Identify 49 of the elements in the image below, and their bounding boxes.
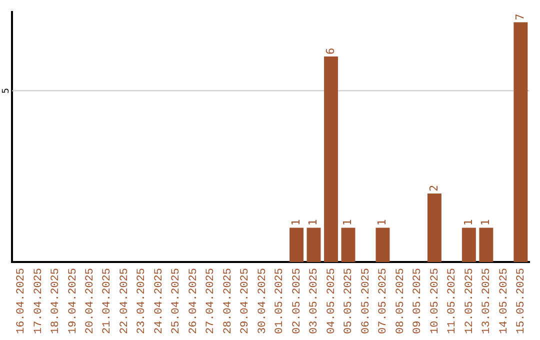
x-tick-label: 19.04.2025 xyxy=(67,268,80,334)
x-tick-label: 09.05.2025 xyxy=(412,268,424,334)
x-tick-label: 04.05.2025 xyxy=(326,268,338,334)
x-tick-label: 21.04.2025 xyxy=(102,268,114,334)
bar xyxy=(514,22,528,262)
x-tick-label: 10.05.2025 xyxy=(429,268,442,334)
x-tick-label: 01.05.2025 xyxy=(274,268,286,334)
x-tick-label: 30.04.2025 xyxy=(256,268,269,334)
x-tick-label: 15.05.2025 xyxy=(516,268,528,334)
bar xyxy=(479,228,494,262)
bar xyxy=(341,228,356,262)
data-label: 1 xyxy=(341,219,354,226)
x-tick-label: 07.05.2025 xyxy=(378,268,390,334)
x-tick-label: 05.05.2025 xyxy=(343,268,356,334)
bar xyxy=(427,194,442,262)
data-label: 1 xyxy=(289,219,302,226)
data-label: 1 xyxy=(306,219,320,226)
x-tick-label: 12.05.2025 xyxy=(464,268,476,334)
bar xyxy=(376,228,390,262)
data-label: 1 xyxy=(376,219,389,226)
x-tick-label: 29.04.2025 xyxy=(240,268,252,334)
bar xyxy=(324,56,338,262)
x-tick-label: 23.04.2025 xyxy=(136,268,148,334)
x-tick-label: 03.05.2025 xyxy=(308,268,321,334)
data-label: 1 xyxy=(462,219,475,226)
data-label: 6 xyxy=(324,48,337,55)
x-tick-label: 13.05.2025 xyxy=(481,268,494,334)
data-label: 7 xyxy=(514,14,527,20)
x-tick-label: 11.05.2025 xyxy=(446,268,459,334)
bar xyxy=(462,228,476,262)
x-tick-label: 28.04.2025 xyxy=(222,268,234,334)
data-label: 1 xyxy=(479,219,492,226)
ref-line-label: 5 xyxy=(1,88,12,94)
x-tick-label: 22.04.2025 xyxy=(118,268,131,334)
x-tick-label: 20.04.2025 xyxy=(84,268,96,334)
x-tick-label: 27.04.2025 xyxy=(205,268,218,334)
x-tick-label: 02.05.2025 xyxy=(291,268,304,334)
bar xyxy=(290,228,304,262)
x-tick-label: 16.04.2025 xyxy=(16,268,28,334)
x-tick-label: 06.05.2025 xyxy=(360,268,372,334)
data-label: 2 xyxy=(427,184,440,192)
x-tick-label: 08.05.2025 xyxy=(394,268,407,334)
x-tick-label: 24.04.2025 xyxy=(153,268,166,334)
x-tick-label: 14.05.2025 xyxy=(498,268,510,334)
bar xyxy=(306,228,321,262)
x-tick-label: 26.04.2025 xyxy=(188,268,200,334)
x-tick-label: 18.04.2025 xyxy=(50,268,62,334)
x-tick-label: 25.04.2025 xyxy=(170,268,183,334)
x-tick-label: 17.04.2025 xyxy=(32,268,45,334)
